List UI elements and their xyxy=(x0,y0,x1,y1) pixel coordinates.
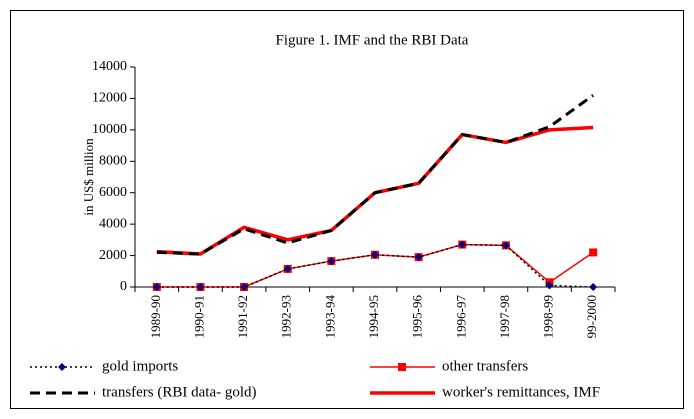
y-tick-label: 10000 xyxy=(92,122,127,137)
legend-label: transfers (RBI data- gold) xyxy=(102,384,257,400)
y-tick-label: 0 xyxy=(120,279,127,294)
series-marker xyxy=(371,250,379,259)
series-marker xyxy=(589,283,598,291)
series-marker xyxy=(196,283,205,291)
legend-marker xyxy=(398,363,406,371)
series-marker xyxy=(240,283,249,291)
x-tick-label: 1991-92 xyxy=(235,295,250,338)
legend-label: worker's remittances, IMF xyxy=(442,384,600,400)
y-tick-label: 6000 xyxy=(99,185,127,200)
x-tick-label: 1993-94 xyxy=(322,295,337,339)
series-marker xyxy=(545,281,554,290)
series-marker xyxy=(283,264,292,273)
series-marker xyxy=(327,257,336,266)
series-marker xyxy=(152,283,161,291)
y-tick-label: 14000 xyxy=(92,59,127,74)
x-tick-label: 1990-91 xyxy=(191,295,206,338)
x-tick-label: 1992-93 xyxy=(279,295,294,338)
series-line xyxy=(156,94,595,256)
legend-label: other transfers xyxy=(442,358,528,374)
y-axis-label: in US$ million xyxy=(81,138,96,216)
y-tick-label: 12000 xyxy=(92,91,127,106)
y-tick-label: 2000 xyxy=(99,248,127,263)
x-tick-label: 1989-90 xyxy=(148,295,163,338)
x-tick-label: 1996-97 xyxy=(453,295,468,339)
legend-marker xyxy=(58,363,66,371)
y-tick-label: 8000 xyxy=(99,154,127,169)
series-marker xyxy=(414,253,423,262)
x-tick-label: 99-2000 xyxy=(584,295,599,338)
series-line xyxy=(156,243,594,288)
chart-title: Figure 1. IMF and the RBI Data xyxy=(276,32,469,48)
x-tick-label: 1998-99 xyxy=(541,295,556,338)
series-marker xyxy=(458,240,467,249)
x-tick-label: 1995-96 xyxy=(410,295,425,339)
series-marker xyxy=(589,248,598,257)
x-tick-label: 1994-95 xyxy=(366,295,381,338)
legend-label: gold imports xyxy=(102,358,178,374)
chart-border xyxy=(10,10,684,409)
x-tick-label: 1997-98 xyxy=(497,295,512,338)
y-tick-label: 4000 xyxy=(99,216,127,231)
series-marker xyxy=(501,241,510,250)
